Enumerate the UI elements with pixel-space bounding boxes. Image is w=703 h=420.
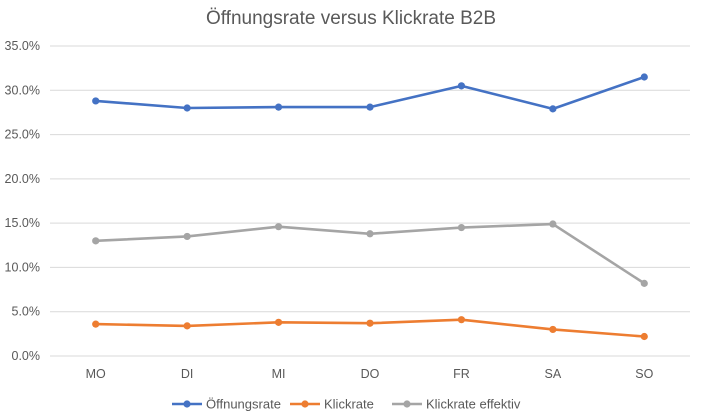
data-point bbox=[640, 332, 648, 341]
x-tick-label: MI bbox=[272, 367, 286, 381]
legend: Öffnungsrate Klickrate Klickrate effektiv bbox=[172, 397, 521, 412]
x-tick-label: SA bbox=[545, 367, 562, 381]
x-axis-tick-labels: MO DI MI DO FR SA SO bbox=[86, 367, 654, 381]
data-point bbox=[274, 318, 283, 326]
x-tick-label: DI bbox=[181, 367, 194, 381]
data-point bbox=[366, 230, 374, 238]
legend-item: Klickrate bbox=[290, 397, 374, 412]
legend-label: Klickrate effektiv bbox=[426, 397, 521, 412]
data-point bbox=[183, 232, 191, 241]
chart-title: Öffnungsrate versus Klickrate B2B bbox=[206, 8, 496, 29]
data-point bbox=[274, 223, 283, 231]
data-point bbox=[366, 319, 374, 327]
x-tick-label: MO bbox=[86, 367, 106, 381]
data-point bbox=[549, 220, 557, 228]
y-tick-label: 20.0% bbox=[5, 172, 40, 186]
data-point bbox=[183, 322, 191, 330]
gridlines bbox=[50, 45, 690, 357]
data-point bbox=[457, 223, 466, 232]
y-tick-label: 30.0% bbox=[5, 83, 40, 97]
data-point bbox=[549, 105, 557, 113]
data-point bbox=[274, 103, 283, 111]
series-lines bbox=[92, 73, 648, 341]
y-axis-tick-labels: 0.0% 5.0% 10.0% 15.0% 20.0% 25.0% 30.0% 35.0% bbox=[5, 39, 40, 363]
data-point bbox=[549, 325, 557, 334]
data-point bbox=[183, 104, 191, 112]
data-point bbox=[92, 237, 100, 245]
data-point bbox=[457, 316, 466, 324]
series-0 bbox=[92, 73, 648, 113]
x-tick-label: SO bbox=[635, 367, 653, 381]
legend-swatch-marker bbox=[301, 400, 309, 408]
data-point bbox=[92, 97, 100, 105]
data-point bbox=[92, 320, 100, 328]
legend-label: Öffnungsrate bbox=[206, 397, 281, 412]
y-tick-label: 0.0% bbox=[12, 349, 41, 363]
series-1 bbox=[92, 316, 648, 341]
data-point bbox=[366, 103, 374, 111]
y-tick-label: 5.0% bbox=[12, 305, 41, 319]
x-tick-label: DO bbox=[361, 367, 380, 381]
x-tick-label: FR bbox=[453, 367, 470, 381]
y-tick-label: 35.0% bbox=[5, 39, 40, 53]
legend-item: Öffnungsrate bbox=[172, 397, 281, 412]
y-tick-label: 15.0% bbox=[5, 216, 40, 230]
legend-swatch-marker bbox=[403, 400, 411, 408]
legend-swatch-marker bbox=[183, 400, 191, 408]
data-point bbox=[640, 73, 648, 81]
data-point bbox=[640, 279, 648, 287]
series-2 bbox=[92, 220, 648, 287]
y-tick-label: 25.0% bbox=[5, 128, 40, 142]
legend-item: Klickrate effektiv bbox=[392, 397, 521, 412]
data-point bbox=[457, 82, 466, 90]
y-tick-label: 10.0% bbox=[5, 260, 40, 274]
legend-label: Klickrate bbox=[324, 397, 374, 412]
